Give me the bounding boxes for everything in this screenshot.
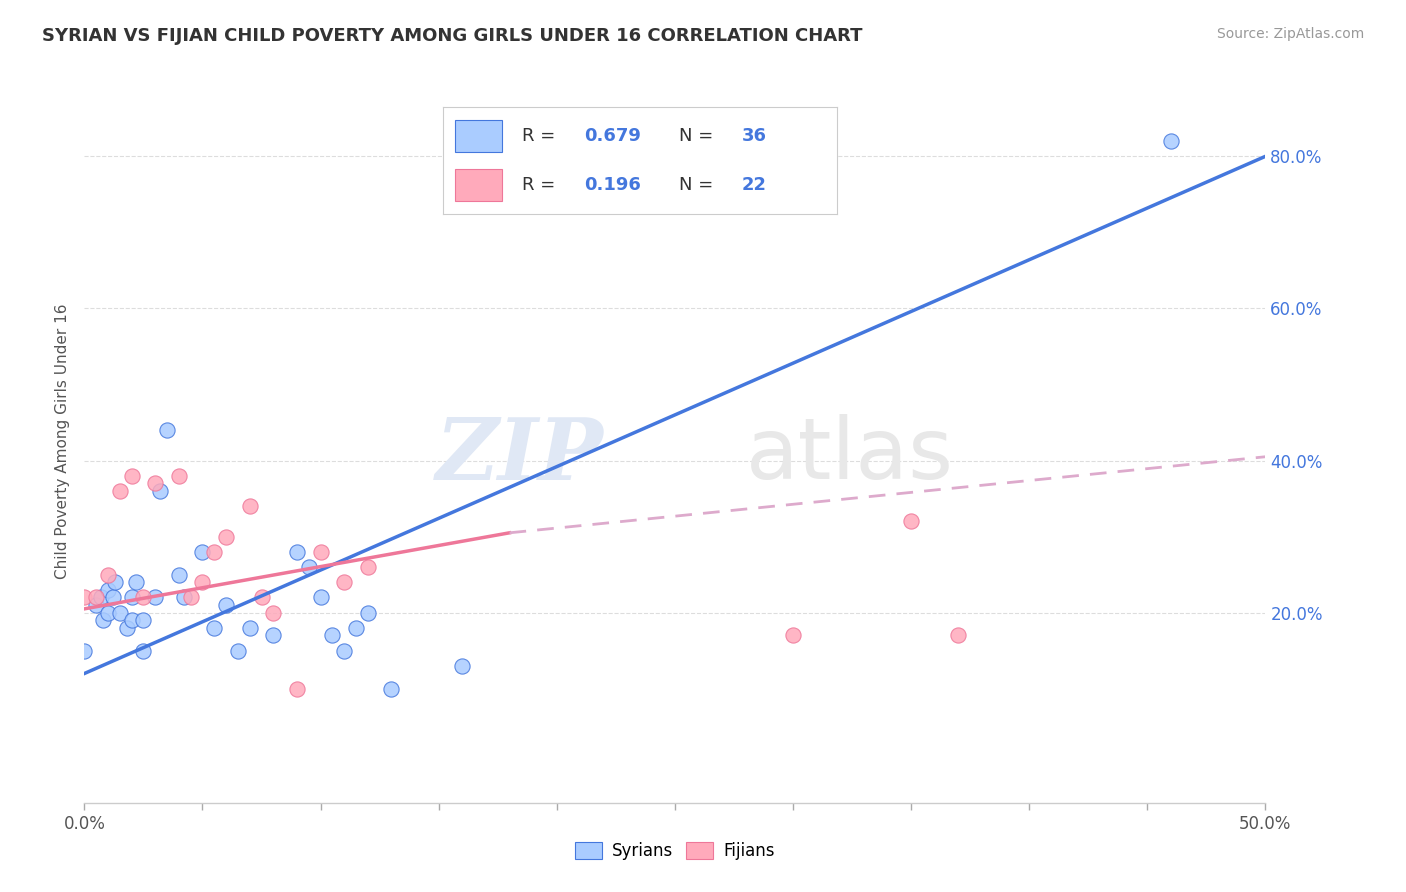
Point	[333, 575, 356, 590]
Point	[262, 606, 284, 620]
Point	[132, 591, 155, 605]
Text: Source: ZipAtlas.com: Source: ZipAtlas.com	[1216, 27, 1364, 41]
Point	[191, 575, 214, 590]
Point	[132, 613, 155, 627]
Point	[115, 621, 138, 635]
Point	[143, 476, 166, 491]
Point	[948, 628, 970, 642]
Point	[91, 613, 114, 627]
Text: 22: 22	[742, 177, 768, 194]
Point	[121, 468, 143, 483]
Text: ZIP: ZIP	[436, 414, 605, 498]
Point	[132, 643, 155, 657]
Point	[108, 483, 131, 498]
Text: R =: R =	[522, 177, 561, 194]
Point	[285, 545, 308, 559]
Point	[73, 643, 96, 657]
Point	[104, 575, 127, 590]
Point	[451, 659, 474, 673]
Point	[357, 560, 380, 574]
Text: 0.679: 0.679	[585, 127, 641, 145]
Point	[73, 591, 96, 605]
FancyBboxPatch shape	[454, 120, 502, 152]
Point	[108, 606, 131, 620]
Point	[226, 643, 249, 657]
Point	[239, 499, 262, 513]
Point	[180, 591, 202, 605]
Point	[97, 582, 120, 597]
Y-axis label: Child Poverty Among Girls Under 16: Child Poverty Among Girls Under 16	[55, 304, 70, 579]
Point	[191, 545, 214, 559]
Point	[357, 606, 380, 620]
Point	[782, 628, 804, 642]
Point	[84, 591, 107, 605]
Point	[149, 483, 172, 498]
Point	[156, 423, 179, 437]
Text: 36: 36	[742, 127, 768, 145]
Point	[900, 515, 922, 529]
Legend: Syrians, Fijians: Syrians, Fijians	[568, 835, 782, 867]
Point	[380, 681, 402, 696]
Point	[167, 468, 190, 483]
Point	[125, 575, 148, 590]
Point	[97, 567, 120, 582]
Point	[239, 621, 262, 635]
Point	[285, 681, 308, 696]
Point	[309, 545, 332, 559]
Point	[121, 613, 143, 627]
FancyBboxPatch shape	[454, 169, 502, 202]
Point	[121, 591, 143, 605]
Text: N =: N =	[679, 127, 718, 145]
Text: 0.196: 0.196	[585, 177, 641, 194]
Point	[202, 621, 225, 635]
Text: atlas: atlas	[745, 415, 953, 498]
Point	[344, 621, 367, 635]
Text: R =: R =	[522, 127, 561, 145]
Point	[215, 598, 238, 612]
Point	[250, 591, 273, 605]
Point	[167, 567, 190, 582]
Point	[298, 560, 321, 574]
Point	[90, 591, 112, 605]
Point	[321, 628, 343, 642]
Point	[333, 643, 356, 657]
Point	[215, 530, 238, 544]
Point	[101, 591, 124, 605]
Point	[1160, 134, 1182, 148]
Point	[202, 545, 225, 559]
Point	[97, 606, 120, 620]
Point	[84, 598, 107, 612]
Text: N =: N =	[679, 177, 718, 194]
Point	[173, 591, 195, 605]
Point	[309, 591, 332, 605]
Point	[262, 628, 284, 642]
Point	[143, 591, 166, 605]
Text: SYRIAN VS FIJIAN CHILD POVERTY AMONG GIRLS UNDER 16 CORRELATION CHART: SYRIAN VS FIJIAN CHILD POVERTY AMONG GIR…	[42, 27, 863, 45]
